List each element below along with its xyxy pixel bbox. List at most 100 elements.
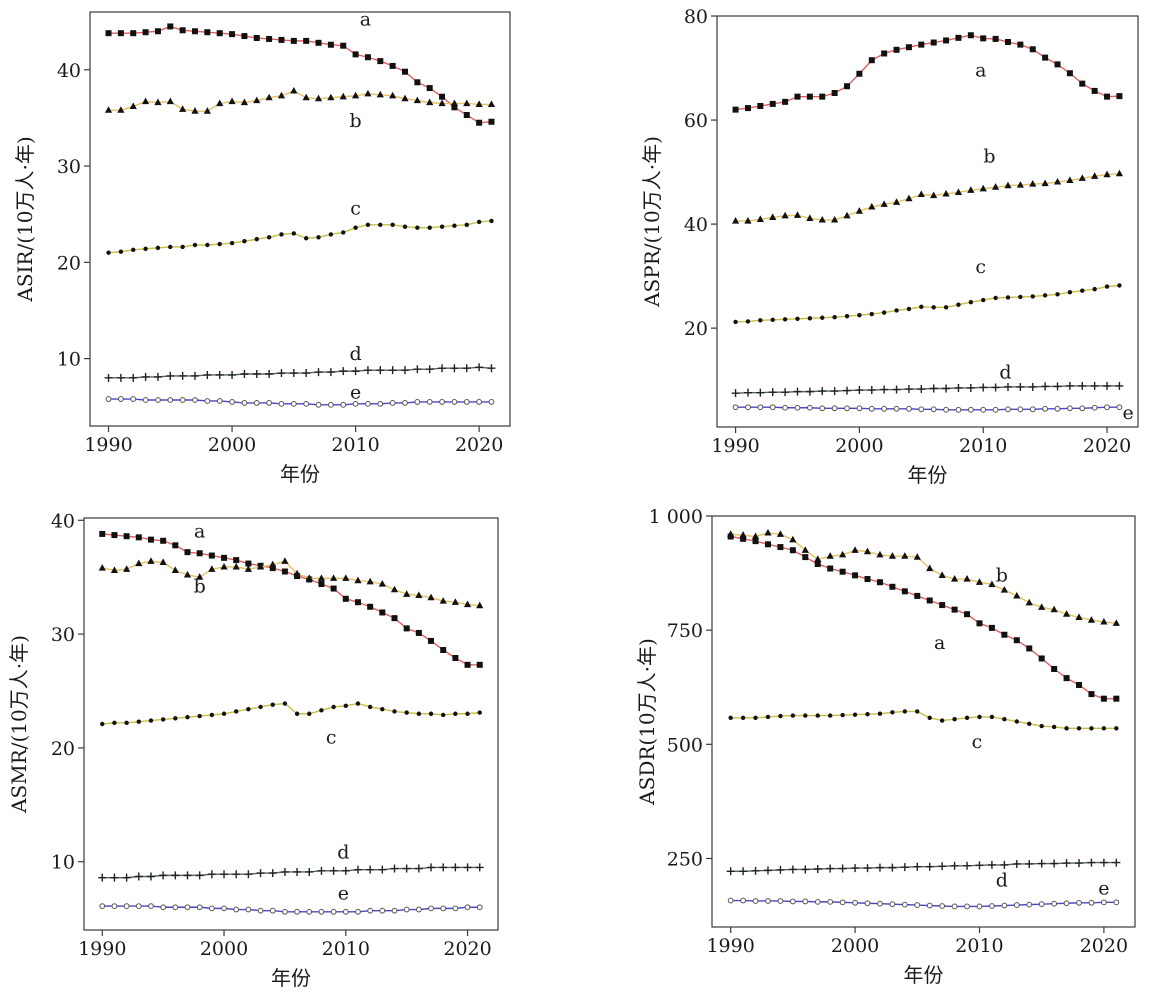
data-point-c	[246, 707, 251, 712]
data-point-c	[341, 230, 346, 235]
series-e: e	[727, 878, 1120, 910]
data-point-d	[390, 864, 399, 873]
data-point-e	[1029, 406, 1036, 413]
data-point-c	[906, 306, 912, 312]
data-point-d	[104, 373, 113, 382]
data-point-b	[1115, 169, 1124, 177]
data-point-c	[404, 710, 409, 715]
data-point-a	[403, 625, 410, 632]
data-point-e	[839, 899, 846, 906]
data-point-c	[778, 713, 783, 719]
data-point-a	[1088, 691, 1095, 698]
data-point-a	[901, 588, 908, 595]
data-point-d	[195, 871, 204, 880]
data-point-a	[184, 549, 191, 556]
x-axis-title: 年份	[280, 462, 320, 486]
data-point-e	[208, 905, 215, 912]
data-point-a	[992, 35, 999, 42]
data-point-d	[183, 871, 192, 880]
data-point-c	[242, 238, 247, 244]
data-point-c	[270, 702, 275, 707]
data-point-b	[1112, 619, 1120, 626]
series-label-d: d	[996, 869, 1008, 891]
data-point-d	[950, 861, 959, 870]
series-label-e: e	[1122, 402, 1133, 424]
data-point-d	[892, 385, 901, 394]
data-point-d	[900, 863, 909, 872]
x-axis-title: 年份	[904, 963, 944, 987]
data-point-c	[857, 312, 862, 318]
data-point-e	[1113, 899, 1120, 906]
data-point-c	[894, 308, 899, 313]
data-point-c	[981, 297, 986, 303]
data-point-a	[914, 592, 921, 599]
data-point-c	[353, 225, 358, 230]
data-point-a	[439, 93, 446, 100]
data-point-c	[155, 245, 161, 251]
series-label-b: b	[983, 145, 995, 167]
data-point-a	[452, 654, 459, 661]
data-point-b	[196, 573, 204, 580]
data-point-a	[876, 579, 883, 586]
data-point-e	[123, 903, 130, 909]
data-point-e	[964, 903, 970, 910]
data-point-a	[221, 554, 228, 561]
data-point-d	[763, 866, 772, 875]
data-point-a	[1042, 54, 1049, 61]
data-point-c	[266, 235, 272, 240]
data-point-c	[427, 225, 432, 230]
data-point-c	[927, 715, 932, 721]
data-point-b	[839, 550, 847, 558]
y-tick-label: 1 000	[649, 506, 703, 528]
data-point-e	[192, 397, 198, 403]
data-point-e	[1116, 404, 1123, 411]
data-point-b	[913, 553, 921, 560]
data-point-e	[105, 396, 112, 402]
data-point-b	[203, 107, 211, 114]
data-point-a	[814, 560, 821, 567]
data-point-c	[185, 714, 190, 720]
data-point-d	[351, 367, 360, 376]
data-point-d	[1003, 382, 1012, 391]
data-point-a	[451, 104, 458, 111]
data-point-d	[781, 388, 790, 397]
data-point-d	[215, 370, 224, 379]
data-point-c	[428, 711, 434, 716]
data-point-d	[427, 863, 436, 872]
data-point-b	[314, 94, 323, 102]
data-point-d	[867, 386, 876, 395]
data-point-d	[788, 865, 797, 874]
data-point-e	[1005, 406, 1011, 413]
data-point-e	[488, 399, 495, 405]
data-point-c	[279, 232, 284, 237]
data-point-e	[216, 398, 223, 404]
data-point-b	[818, 215, 826, 223]
y-axis-title: ASDR(10万人·年)	[635, 638, 659, 806]
data-point-c	[1027, 721, 1032, 726]
data-point-e	[852, 899, 858, 906]
data-point-e	[117, 396, 124, 402]
data-point-d	[888, 863, 897, 872]
data-point-a	[1051, 665, 1058, 672]
series-d: d	[726, 858, 1121, 891]
data-point-e	[757, 404, 764, 411]
data-point-e	[257, 907, 264, 914]
data-point-c	[765, 714, 771, 720]
data-point-d	[768, 388, 777, 397]
data-point-b	[463, 99, 471, 107]
data-point-e	[1066, 405, 1073, 412]
data-point-d	[1062, 859, 1071, 868]
data-point-c	[307, 711, 312, 716]
data-point-b	[327, 93, 335, 101]
data-point-a	[281, 568, 288, 575]
data-point-d	[378, 865, 387, 874]
data-point-c	[840, 712, 845, 718]
data-point-c	[390, 222, 395, 227]
data-point-c	[209, 712, 215, 718]
data-point-e	[794, 404, 801, 411]
data-point-a	[926, 597, 933, 604]
data-point-c	[968, 299, 974, 305]
data-point-a	[802, 554, 809, 561]
data-point-a	[233, 557, 240, 564]
data-point-d	[317, 866, 326, 875]
